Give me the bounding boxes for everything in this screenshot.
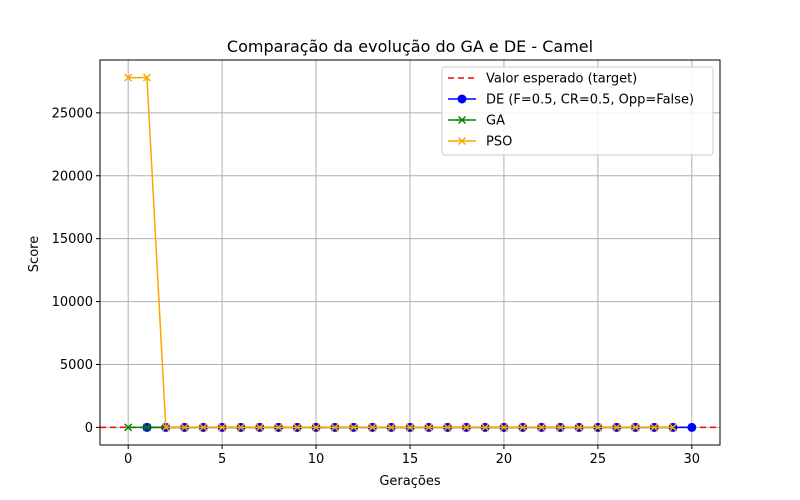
legend-label: DE (F=0.5, CR=0.5, Opp=False) (486, 93, 694, 108)
data-point (687, 422, 697, 432)
data-point (255, 423, 264, 432)
data-point (387, 423, 396, 432)
data-point (593, 423, 602, 432)
x-tick-label: 25 (590, 452, 607, 467)
data-point (161, 423, 170, 432)
data-point (312, 423, 321, 432)
data-point (650, 423, 659, 432)
data-point (668, 423, 678, 432)
data-point (349, 423, 358, 432)
data-point (405, 423, 415, 432)
y-tick-label: 15000 (52, 232, 93, 247)
data-point (481, 423, 490, 432)
data-point (218, 423, 227, 432)
data-point (293, 423, 302, 432)
data-point (631, 423, 640, 432)
legend: Valor esperado (target) DE (F=0.5, CR=0.5… (441, 66, 714, 156)
data-point (575, 423, 584, 432)
data-point (330, 423, 339, 432)
x-tick-label: 5 (218, 452, 226, 467)
data-point (124, 423, 133, 432)
data-point (457, 136, 467, 146)
plot-area (100, 73, 720, 432)
x-tick-label: 30 (684, 452, 701, 467)
x-tick-label: 20 (496, 452, 513, 467)
y-tick-label: 0 (85, 421, 93, 436)
legend-label: Valor esperado (target) (486, 72, 637, 87)
data-point (424, 423, 433, 432)
data-point (180, 423, 189, 432)
data-point (142, 73, 152, 82)
data-point (142, 423, 152, 432)
data-point (124, 73, 133, 82)
data-point (518, 423, 527, 432)
y-tick-label: 5000 (60, 358, 93, 373)
x-axis: 0 5 10 15 20 25 30 (124, 445, 700, 467)
y-axis: 0 5000 10000 15000 20000 25000 (52, 106, 100, 436)
y-tick-label: 20000 (52, 169, 93, 184)
series-2 (124, 73, 678, 432)
legend-label: PSO (486, 135, 512, 150)
legend-label: GA (486, 114, 505, 129)
data-point (236, 423, 245, 432)
x-tick-label: 0 (124, 452, 132, 467)
data-point (443, 423, 452, 432)
data-point (499, 423, 508, 432)
data-point (537, 423, 546, 432)
data-point (556, 423, 565, 432)
data-point (457, 94, 467, 104)
y-axis-label: Score (27, 236, 42, 272)
data-point (462, 423, 471, 432)
x-tick-label: 10 (308, 452, 325, 467)
data-point (612, 423, 621, 432)
series-line (128, 76, 674, 429)
data-point (457, 115, 467, 125)
data-point (368, 423, 377, 432)
legend-box (441, 66, 714, 156)
x-tick-label: 15 (402, 452, 419, 467)
x-axis-label: Gerações (379, 474, 440, 489)
data-point (274, 423, 283, 432)
chart-title: Comparação da evolução do GA e DE - Came… (227, 37, 593, 56)
data-point (199, 423, 208, 432)
y-tick-label: 25000 (52, 106, 93, 121)
y-tick-label: 10000 (52, 295, 93, 310)
